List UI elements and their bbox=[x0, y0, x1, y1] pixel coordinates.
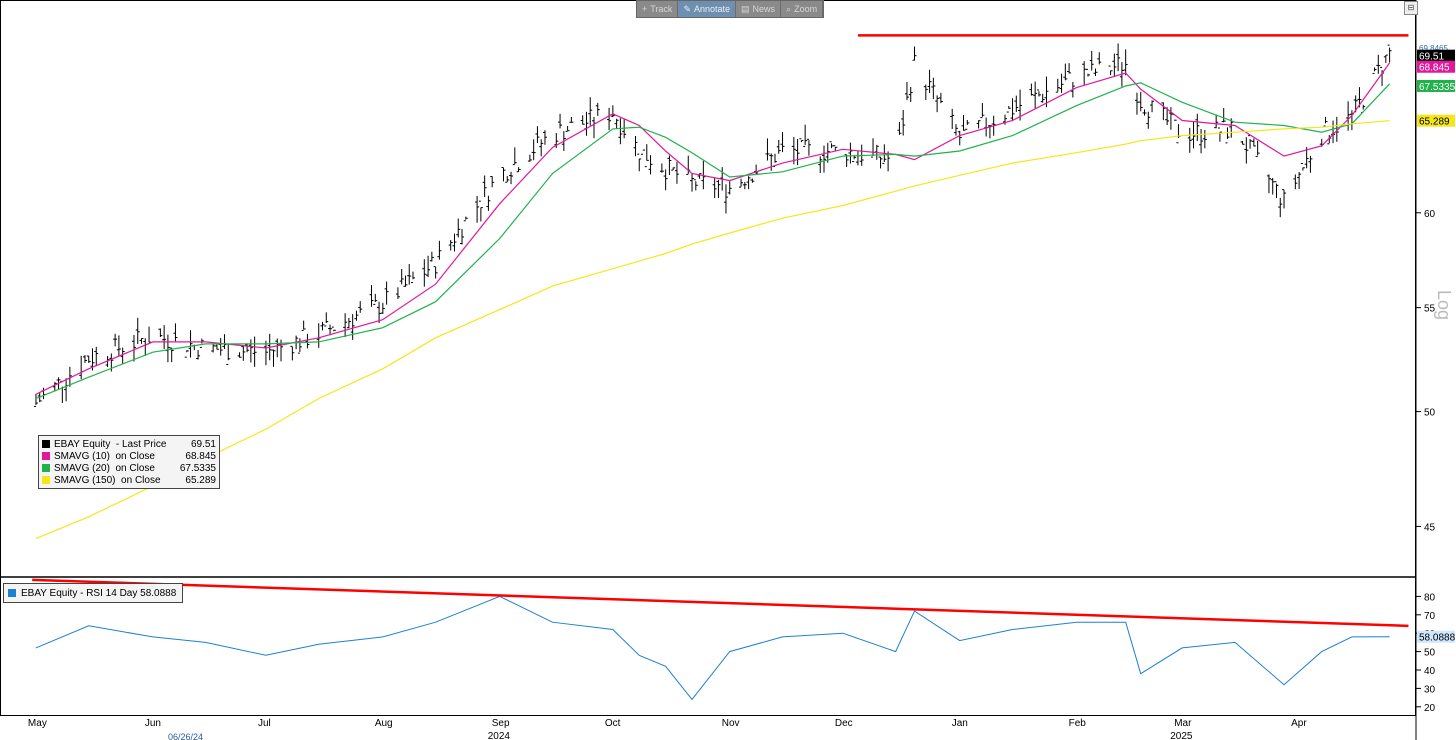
rsi-y-tick-label: 50 bbox=[1424, 648, 1436, 659]
price-tag-sma10: 68.845 bbox=[1417, 60, 1455, 74]
rsi-line bbox=[35, 595, 1390, 701]
cursor-date-label: 06/26/24 bbox=[168, 732, 203, 740]
chart-toolbar: + Track ✎ Annotate ▤ News ⌕ Zoom bbox=[636, 0, 825, 18]
legend-swatch bbox=[42, 464, 50, 472]
legend-swatch bbox=[42, 476, 50, 484]
rsi-y-tick-label: 40 bbox=[1424, 666, 1436, 677]
legend-value: 69.51 bbox=[190, 438, 216, 450]
legend-value: 68.845 bbox=[185, 450, 216, 462]
sma20-line bbox=[35, 82, 1391, 400]
rsi-legend: EBAY Equity - RSI 14 Day 58.0888 bbox=[3, 583, 183, 603]
x-month-label: Jan bbox=[952, 718, 968, 729]
x-month-label: Feb bbox=[1069, 718, 1087, 729]
rsi-value-tag: 58.0888 bbox=[1417, 630, 1456, 644]
price-y-tick-label: 50 bbox=[1424, 408, 1436, 419]
price-tag-sma20: 67.5335 bbox=[1417, 79, 1456, 93]
price-legend: EBAY Equity - Last Price 69.51 SMAVG (10) … bbox=[38, 435, 220, 489]
legend-swatch bbox=[42, 440, 50, 448]
sma150-line bbox=[35, 120, 1390, 540]
rsi-trendline bbox=[32, 578, 1409, 628]
x-month-label: Oct bbox=[605, 718, 621, 729]
rsi-legend-label: EBAY Equity - RSI 14 Day 58.0888 bbox=[21, 587, 177, 599]
legend-label: SMAVG (20) on Close bbox=[54, 462, 164, 474]
legend-value: 65.289 bbox=[185, 474, 216, 486]
rsi-y-tick-label: 30 bbox=[1424, 684, 1436, 695]
legend-row: SMAVG (10) on Close 68.845 bbox=[42, 450, 216, 462]
x-month-label: Jun bbox=[145, 718, 161, 729]
chart-frame bbox=[0, 0, 1416, 716]
rsi-y-tick-label: 70 bbox=[1424, 611, 1436, 622]
x-month-label: Nov bbox=[722, 718, 740, 729]
x-year-label: 2025 bbox=[1170, 731, 1193, 740]
toolbar-news-button[interactable]: ▤ News bbox=[736, 1, 782, 17]
x-month-label: Dec bbox=[835, 718, 853, 729]
price-y-tick-label: 45 bbox=[1424, 522, 1436, 533]
x-month-label: Aug bbox=[375, 718, 393, 729]
scale-label: Log bbox=[1434, 290, 1454, 320]
price-tag-last: 69.51 bbox=[1417, 49, 1455, 63]
x-month-label: May bbox=[28, 718, 47, 729]
price-bars bbox=[33, 43, 1392, 407]
price-tag-sma10-text: 68.845 bbox=[1419, 63, 1450, 74]
x-year-label: 2024 bbox=[488, 731, 511, 740]
legend-label: SMAVG (10) on Close bbox=[54, 450, 164, 462]
magnifier-icon: ⌕ bbox=[786, 4, 792, 14]
legend-label: EBAY Equity - Last Price bbox=[54, 438, 167, 450]
pencil-icon: ✎ bbox=[683, 4, 691, 14]
price-tag-sma150-text: 65.289 bbox=[1419, 117, 1450, 128]
toolbar-label: Track bbox=[650, 4, 673, 14]
price-panel bbox=[33, 34, 1409, 540]
rsi-y-tick-label: 20 bbox=[1424, 703, 1436, 714]
rsi-value-tag-text: 58.0888 bbox=[1419, 633, 1456, 644]
price-y-tick-label: 55 bbox=[1424, 304, 1436, 315]
plus-icon: + bbox=[642, 4, 648, 14]
x-month-label: Apr bbox=[1291, 718, 1307, 729]
x-month-label: Sep bbox=[492, 718, 510, 729]
toolbar-label: Annotate bbox=[693, 4, 731, 14]
legend-row: EBAY Equity - Last Price 69.51 bbox=[42, 438, 216, 450]
sma10-line bbox=[35, 62, 1391, 395]
legend-row: SMAVG (20) on Close 67.5335 bbox=[42, 462, 216, 474]
toolbar-zoom-button[interactable]: ⌕ Zoom bbox=[781, 1, 824, 17]
price-y-tick-label: 60 bbox=[1424, 209, 1436, 220]
legend-value: 67.5335 bbox=[179, 462, 216, 474]
toolbar-annotate-button[interactable]: ✎ Annotate bbox=[678, 1, 737, 17]
window-menu-icon[interactable]: ⊟ bbox=[1404, 1, 1418, 15]
rsi-legend-swatch bbox=[8, 589, 16, 597]
toolbar-label: News bbox=[752, 4, 776, 14]
x-month-label: Jul bbox=[258, 718, 271, 729]
price-tag-top-text: 69.8465 bbox=[1419, 44, 1448, 53]
rsi-panel bbox=[32, 578, 1409, 701]
rsi-y-tick-label: 80 bbox=[1424, 592, 1436, 603]
legend-label: SMAVG (150) on Close bbox=[54, 474, 167, 486]
toolbar-track-button[interactable]: + Track bbox=[637, 1, 679, 17]
x-month-label: Mar bbox=[1174, 718, 1192, 729]
price-tag-sma20-text: 67.5335 bbox=[1419, 82, 1456, 93]
price-tag-last-text: 69.51 bbox=[1419, 52, 1444, 63]
legend-swatch bbox=[42, 452, 50, 460]
news-icon: ▤ bbox=[741, 4, 750, 14]
price-tag-sma150: 65.289 bbox=[1417, 114, 1455, 128]
legend-row: SMAVG (150) on Close 65.289 bbox=[42, 474, 216, 486]
toolbar-label: Zoom bbox=[794, 4, 818, 14]
